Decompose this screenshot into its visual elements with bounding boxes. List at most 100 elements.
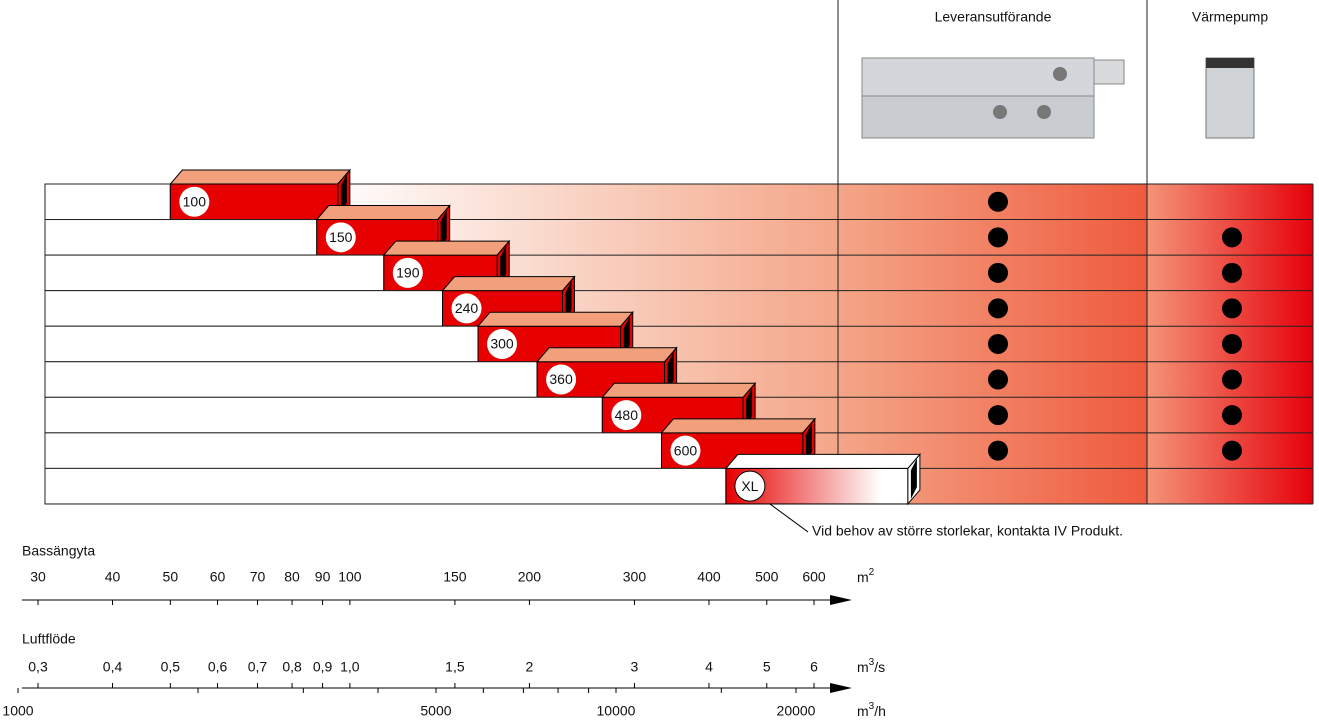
tick-label: 4 bbox=[705, 659, 713, 675]
size-label: 480 bbox=[615, 407, 639, 423]
note: Vid behov av större storlekar, kontakta … bbox=[812, 523, 1123, 539]
unit-fan bbox=[1037, 105, 1051, 119]
axis-unit: m2 bbox=[857, 567, 875, 585]
sizing-diagram: Leveransutförande Värmepump 100150190240… bbox=[0, 0, 1319, 725]
size-box-top bbox=[537, 348, 677, 362]
size-label: 300 bbox=[490, 336, 514, 352]
row-blank bbox=[45, 184, 170, 220]
tick-label: 0,6 bbox=[208, 659, 228, 675]
tick-label: 80 bbox=[284, 569, 300, 585]
availability-dot bbox=[988, 263, 1008, 283]
tick-label: 200 bbox=[518, 569, 542, 585]
tick-label: 600 bbox=[802, 569, 826, 585]
unit-part bbox=[1094, 60, 1124, 84]
size-box-top bbox=[170, 170, 350, 184]
tick-label: 5 bbox=[763, 659, 771, 675]
size-box-top bbox=[726, 454, 920, 468]
column-header: Leveransutförande bbox=[935, 9, 1052, 25]
size-label: 240 bbox=[455, 300, 479, 316]
tick-label: 1,5 bbox=[445, 659, 465, 675]
size-label: 100 bbox=[183, 193, 207, 209]
row-blank bbox=[45, 468, 726, 504]
row-blank bbox=[45, 220, 317, 256]
unit-fan bbox=[993, 105, 1007, 119]
tick-label: 400 bbox=[697, 569, 721, 585]
axis-arrow bbox=[830, 683, 852, 693]
tick-label: 10000 bbox=[597, 703, 636, 719]
availability-dot bbox=[1222, 334, 1242, 354]
availability-dot bbox=[988, 227, 1008, 247]
availability-dot bbox=[988, 334, 1008, 354]
tick-label: 70 bbox=[250, 569, 266, 585]
axis-title: Luftflöde bbox=[22, 631, 76, 647]
heatpump-image bbox=[1206, 58, 1254, 138]
tick-label: 50 bbox=[163, 569, 179, 585]
size-label: 600 bbox=[674, 442, 698, 458]
availability-dot bbox=[988, 441, 1008, 461]
availability-dot bbox=[988, 298, 1008, 318]
size-box-top bbox=[384, 241, 509, 255]
row-blank bbox=[45, 291, 443, 327]
heatpump-body bbox=[1206, 58, 1254, 138]
availability-dot bbox=[1222, 370, 1242, 390]
availability-dot bbox=[1222, 405, 1242, 425]
tick-label: 0,5 bbox=[161, 659, 181, 675]
availability-dot bbox=[1222, 298, 1242, 318]
unit-image bbox=[862, 58, 1124, 138]
availability-dot bbox=[1222, 263, 1242, 283]
availability-dot bbox=[988, 405, 1008, 425]
unit-fan bbox=[1053, 67, 1067, 81]
size-label: 190 bbox=[396, 265, 420, 281]
size-label: 150 bbox=[329, 229, 353, 245]
size-box-top bbox=[602, 383, 755, 397]
tick-label: 30 bbox=[30, 569, 46, 585]
tick-label: 90 bbox=[315, 569, 331, 585]
unit-body bbox=[862, 96, 1094, 138]
axis-unit: m3/h bbox=[857, 701, 886, 719]
row-blank bbox=[45, 433, 661, 469]
size-box-top bbox=[478, 312, 633, 326]
tick-label: 500 bbox=[755, 569, 779, 585]
row-blank bbox=[45, 362, 537, 398]
tick-label: 0,7 bbox=[248, 659, 268, 675]
unit-part: m bbox=[857, 569, 869, 585]
tick-label: 6 bbox=[810, 659, 818, 675]
size-box-top bbox=[443, 277, 575, 291]
availability-dot bbox=[988, 370, 1008, 390]
tick-label: 1000 bbox=[2, 703, 33, 719]
unit-part: m bbox=[857, 703, 869, 719]
size-label: 360 bbox=[549, 371, 573, 387]
column-header: Värmepump bbox=[1192, 9, 1268, 25]
tick-label: 300 bbox=[623, 569, 647, 585]
axis-arrow bbox=[830, 595, 852, 605]
tick-label: 20000 bbox=[777, 703, 816, 719]
unit-part: 2 bbox=[869, 567, 875, 578]
row-blank bbox=[45, 255, 384, 291]
unit-part: /h bbox=[874, 703, 886, 719]
tick-label: 0,3 bbox=[28, 659, 48, 675]
axis-unit: m3/s bbox=[857, 657, 885, 675]
axis-title: Bassängyta bbox=[22, 543, 95, 559]
size-box-top bbox=[661, 419, 814, 433]
tick-label: 150 bbox=[443, 569, 467, 585]
availability-dot bbox=[1222, 441, 1242, 461]
tick-label: 0,9 bbox=[313, 659, 333, 675]
unit-part: m bbox=[857, 659, 869, 675]
size-label: XL bbox=[741, 478, 758, 494]
note-leader bbox=[770, 504, 808, 532]
tick-label: 2 bbox=[526, 659, 534, 675]
tick-label: 40 bbox=[105, 569, 121, 585]
tick-label: 0,4 bbox=[103, 659, 123, 675]
availability-dot bbox=[1222, 227, 1242, 247]
tick-label: 3 bbox=[631, 659, 639, 675]
tick-label: 100 bbox=[338, 569, 362, 585]
tick-label: 1,0 bbox=[340, 659, 360, 675]
unit-part: /s bbox=[874, 659, 885, 675]
row-blank bbox=[45, 326, 478, 362]
tick-label: 60 bbox=[210, 569, 226, 585]
tick-label: 0,8 bbox=[282, 659, 302, 675]
tick-label: 5000 bbox=[420, 703, 451, 719]
heatpump-top bbox=[1206, 58, 1254, 68]
availability-dot bbox=[988, 192, 1008, 212]
size-box-top bbox=[317, 206, 450, 220]
